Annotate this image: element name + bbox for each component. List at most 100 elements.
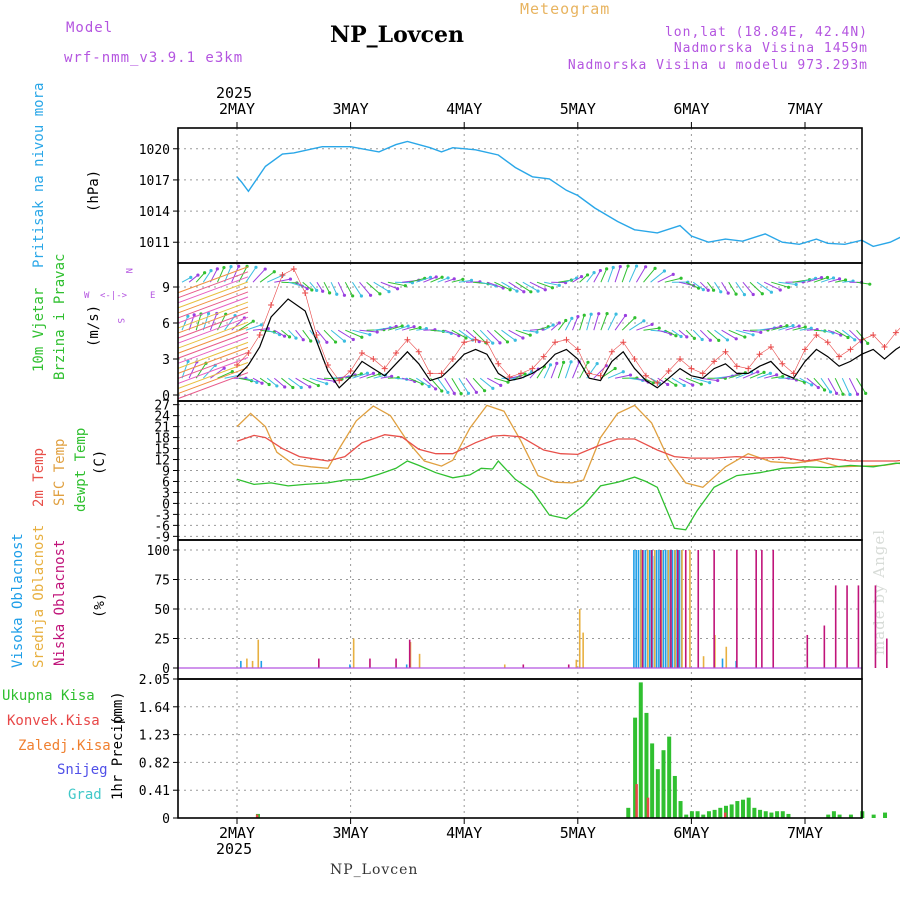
wind-barb-head [237, 264, 241, 268]
wind-barb [742, 281, 754, 295]
low-cloud-bar [318, 658, 320, 668]
wind-barb [764, 326, 781, 331]
bottom-day-label: 2MAY [219, 824, 255, 842]
wind-barb [692, 329, 703, 340]
wind-barb [238, 377, 252, 382]
wind-ylabel: 10m Vjetar [31, 288, 47, 372]
wind-barb [252, 377, 263, 384]
wind-barb-head [342, 293, 347, 297]
wind-barb [479, 377, 494, 389]
wind-barb [387, 377, 399, 379]
wind-barb [515, 281, 532, 293]
wind-barb-head [605, 311, 609, 316]
mid-cloud-bar [725, 646, 728, 668]
wind-barb [316, 281, 324, 292]
wind-barb [856, 377, 867, 394]
wind-barb [259, 271, 275, 283]
wind-barb-head [671, 272, 675, 276]
wind-barb-head [786, 285, 791, 289]
wind-hatch [177, 367, 249, 395]
wind-barb [522, 329, 538, 333]
wind-barb [771, 375, 783, 379]
wind-barb-head [618, 264, 622, 269]
legend-zaledj-kisa: Zaledj.Kisa [18, 738, 111, 754]
low-cloud-bar [755, 550, 757, 668]
wind-barb-head [206, 311, 211, 316]
wind-barb-head [711, 288, 716, 292]
wind-barb [302, 329, 312, 342]
temp-unit: (C) [92, 450, 108, 475]
wind-barb [416, 328, 427, 331]
temp-ylabel2: SFC Temp [52, 439, 68, 506]
wind-barb [856, 281, 870, 285]
wind-barb-head [522, 290, 526, 294]
y-tick-label: 27 [154, 399, 170, 414]
wind-barb [181, 316, 189, 331]
y-tick-label: 25 [154, 633, 170, 648]
wind-barb-head [299, 385, 303, 390]
wind-barb [323, 329, 336, 343]
wind-barb [323, 281, 331, 294]
mid-cloud-bar [352, 638, 355, 668]
wind-barb [458, 279, 472, 283]
total-precip-bar [706, 811, 711, 818]
wind-barb [273, 377, 286, 388]
y-tick-label: -6 [154, 519, 170, 534]
wind-barb [607, 267, 614, 283]
total-precip-bar [655, 769, 660, 818]
wind-barb [352, 329, 370, 336]
y-tick-label: 6 [162, 317, 170, 332]
mid-cloud-bar [640, 550, 642, 668]
wind-barb [728, 281, 737, 295]
low-cloud-bar [522, 664, 525, 668]
wind-hatch [177, 291, 249, 319]
wind-barb-head [628, 373, 633, 377]
wind-barb [607, 313, 617, 331]
wind-barb [664, 277, 682, 283]
total-precip-bar [831, 811, 836, 818]
wind-barb [480, 281, 496, 287]
wind-barb-head [515, 289, 519, 293]
wind-barb [785, 377, 797, 381]
high-cloud-bar [664, 550, 667, 668]
wind-barb [771, 325, 788, 331]
total-precip-bar [786, 813, 791, 818]
wind-barb-head [595, 361, 599, 366]
wind-barb [671, 329, 682, 337]
wind-barb [749, 281, 763, 295]
total-precip-bar [826, 814, 831, 818]
total-precip-bar [735, 801, 740, 818]
wind-barb [842, 280, 854, 283]
total-precip-bar [752, 807, 757, 818]
top-axis-year: 2025 [216, 84, 252, 102]
wind-barb-head [611, 265, 615, 270]
wind-barb-head [674, 383, 678, 387]
low-cloud-bar [670, 550, 672, 668]
wind-barb [458, 329, 473, 341]
y-tick-label: 0 [162, 812, 170, 827]
mid-cloud-bar [578, 609, 581, 668]
precip-ylabel: 1hr Precip [110, 716, 126, 800]
y-tick-label: 18 [154, 432, 170, 447]
wind-barb [238, 320, 254, 331]
wind-barb-head [725, 338, 730, 342]
wind-barb-head [760, 292, 764, 296]
wind-barb [834, 329, 849, 338]
wind-barb-head [626, 264, 630, 268]
wind-barb [848, 377, 858, 395]
wind-barb [685, 329, 695, 339]
top-day-label: 7MAY [787, 100, 823, 118]
high-cloud-bar [349, 664, 351, 668]
low-cloud-bar [874, 585, 877, 668]
temp-ylabel: 2m Temp [31, 448, 47, 507]
wind-barb-head [351, 294, 355, 298]
wind-barb [266, 377, 278, 387]
y-tick-label: 24 [154, 410, 170, 425]
wind-barb-head [446, 390, 450, 395]
wind-barb-head [222, 265, 226, 270]
wind-barb-head [523, 372, 527, 376]
wind-barb-head [260, 381, 264, 385]
wind-barb [501, 281, 518, 292]
total-precip-bar [644, 712, 649, 818]
y-tick-label: 9 [162, 465, 170, 480]
